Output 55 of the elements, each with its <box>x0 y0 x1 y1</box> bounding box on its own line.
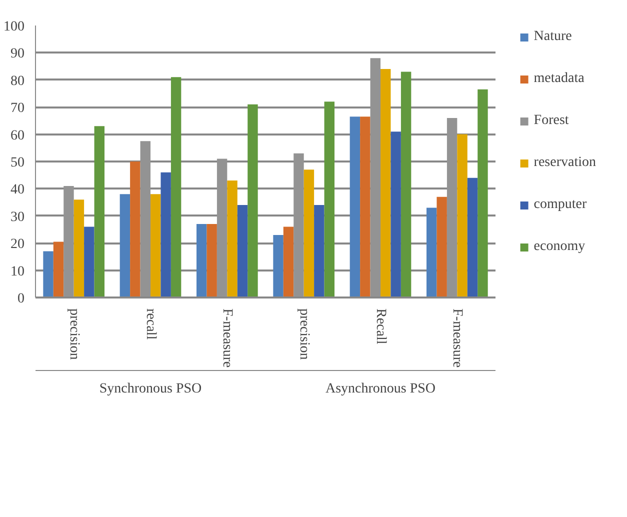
bar <box>94 126 104 298</box>
bar <box>227 180 238 298</box>
y-tick-label: 100 <box>4 20 24 34</box>
y-tick-label: 10 <box>10 264 24 280</box>
bar <box>74 200 84 298</box>
y-tick-label: 90 <box>10 46 24 62</box>
x-tick-label: Recall <box>373 308 388 344</box>
bar <box>150 194 161 298</box>
bar <box>457 134 468 298</box>
bar <box>43 251 54 298</box>
bar <box>160 172 171 298</box>
bar <box>304 170 314 298</box>
y-tick-label: 70 <box>10 101 24 116</box>
y-tick-label: 30 <box>10 210 24 225</box>
x-tick-label: precision <box>296 308 312 360</box>
x-tick-label: precision <box>66 308 82 360</box>
bar <box>130 162 140 298</box>
bar <box>248 104 258 298</box>
legend-label: Forest <box>534 113 569 129</box>
bar <box>84 226 94 298</box>
bar <box>426 208 437 298</box>
text: Synchronous PSO <box>99 382 202 396</box>
bar <box>196 224 207 298</box>
x-tick-label: F-measure <box>220 308 235 368</box>
y-tick-label: 40 <box>10 182 24 198</box>
y-tick-label: 20 <box>10 237 24 252</box>
legend-label: economy <box>534 239 586 255</box>
bar <box>206 224 217 298</box>
bar <box>283 226 294 298</box>
bar <box>360 116 370 298</box>
bar <box>120 194 130 298</box>
y-tick-label: 80 <box>10 74 24 89</box>
x-tick-label: recall <box>143 308 158 340</box>
y-tick-label: 0 <box>18 292 24 306</box>
bar <box>324 102 334 298</box>
bar <box>237 205 248 298</box>
legend-label: computer <box>534 197 587 213</box>
bar <box>314 205 324 298</box>
bar <box>380 69 391 298</box>
bar <box>273 234 284 298</box>
x-tick-label: F-measure <box>450 308 465 368</box>
bar <box>170 77 182 298</box>
bar <box>350 116 360 298</box>
bar <box>390 132 401 298</box>
text: Asynchronous PSO <box>325 382 436 396</box>
bar <box>467 178 478 298</box>
y-tick-label: 60 <box>10 128 24 144</box>
bar <box>400 72 412 298</box>
y-tick-label: 50 <box>10 156 24 170</box>
legend-label: metadata <box>534 71 584 87</box>
bar <box>478 89 488 298</box>
bar <box>436 196 447 298</box>
bar <box>53 242 64 298</box>
legend-label: reservation <box>534 155 596 171</box>
legend-label: Nature <box>534 29 572 45</box>
